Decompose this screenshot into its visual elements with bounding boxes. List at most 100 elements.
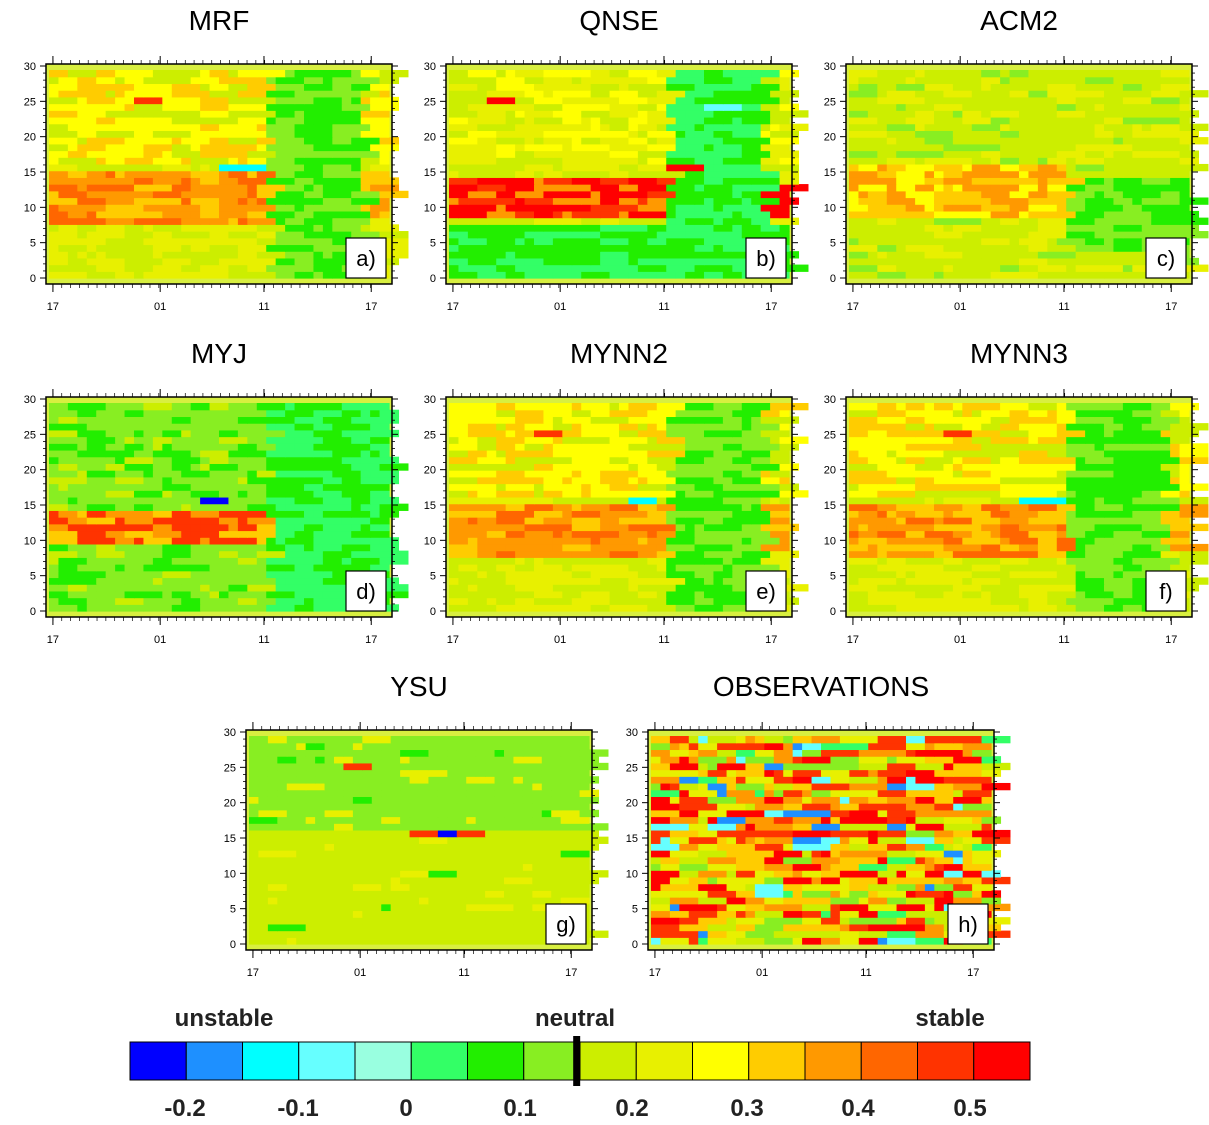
- heatmap-cell: [1000, 137, 1011, 145]
- heatmap-cell: [741, 523, 762, 532]
- heatmap-cell: [1104, 123, 1124, 131]
- heatmap-cell: [628, 190, 648, 199]
- heatmap-cell: [915, 550, 926, 558]
- heatmap-cell: [877, 83, 897, 91]
- heatmap-cell: [352, 742, 363, 751]
- heatmap-cell: [647, 96, 677, 105]
- heatmap-cell: [1075, 503, 1096, 511]
- heatmap-cell: [934, 231, 963, 239]
- heatmap-cell: [1075, 90, 1105, 98]
- heatmap-cell: [849, 143, 869, 152]
- heatmap-cell: [313, 409, 333, 418]
- heatmap-cell: [560, 890, 590, 898]
- heatmap-cell: [352, 796, 373, 804]
- heatmap-cell: [286, 863, 316, 871]
- heatmap-cell: [1104, 197, 1115, 205]
- heatmap-cell: [849, 604, 878, 612]
- heatmap-cell: [256, 137, 277, 145]
- heatmap-cell: [249, 776, 269, 784]
- heatmap-cell: [1000, 429, 1011, 438]
- heatmap-cell: [867, 517, 897, 525]
- heatmap-cell: [322, 423, 333, 431]
- heatmap-cell: [294, 170, 324, 178]
- heatmap-cell: [675, 96, 696, 105]
- heatmap-cell: [200, 496, 230, 505]
- heatmap-cell: [67, 157, 97, 165]
- heatmap-cell: [237, 409, 267, 418]
- heatmap-cell: [770, 217, 800, 225]
- heatmap-cell: [1132, 217, 1152, 225]
- heatmap-cell: [322, 550, 333, 558]
- heatmap-cell: [466, 883, 496, 891]
- heatmap-cell: [952, 110, 963, 118]
- heatmap-cell: [124, 517, 154, 525]
- heatmap-cell: [600, 517, 611, 525]
- heatmap-cell: [334, 923, 363, 932]
- heatmap-cell: [200, 476, 230, 485]
- heatmap-cell: [219, 204, 230, 212]
- heatmap-cell: [570, 736, 590, 744]
- heatmap-cell: [322, 157, 352, 165]
- heatmap-cell: [49, 170, 69, 178]
- heatmap-cell: [522, 749, 543, 757]
- heatmap-cell: [515, 264, 545, 272]
- y-tick-label: 0: [230, 939, 236, 951]
- heatmap-cell: [505, 184, 535, 192]
- heatmap-cell: [877, 530, 907, 538]
- heatmap-cell: [505, 177, 535, 185]
- heatmap-cell: [449, 210, 460, 219]
- heatmap-cell: [294, 443, 315, 451]
- heatmap-cell: [1028, 456, 1058, 464]
- heatmap-cell: [1141, 123, 1152, 131]
- heatmap-cell: [466, 903, 496, 912]
- heatmap-cell: [322, 463, 333, 471]
- heatmap-cell: [437, 742, 458, 751]
- heatmap-cell: [571, 177, 601, 185]
- heatmap-cell: [562, 237, 592, 246]
- heatmap-cell: [1037, 550, 1067, 558]
- heatmap-cell: [779, 110, 809, 118]
- heatmap-cell: [579, 789, 600, 797]
- heatmap-cell: [277, 863, 288, 871]
- heatmap-cell: [722, 157, 743, 165]
- heatmap-cell: [722, 564, 733, 572]
- heatmap-cell: [467, 584, 478, 592]
- heatmap-cell: [943, 143, 973, 152]
- heatmap-cell: [1037, 490, 1058, 498]
- heatmap-cell: [886, 170, 897, 178]
- heatmap-cell: [722, 217, 752, 225]
- heatmap-cell: [390, 843, 420, 851]
- heatmap-cell: [285, 503, 315, 511]
- heatmap-cell: [600, 177, 630, 185]
- heatmap-cell: [552, 584, 582, 592]
- heatmap-cell: [115, 271, 135, 279]
- heatmap-cell: [49, 463, 60, 471]
- heatmap-cell: [304, 476, 324, 485]
- heatmap-cell: [1132, 463, 1162, 471]
- heatmap-cell: [609, 110, 639, 118]
- heatmap-cell: [237, 523, 258, 532]
- heatmap-cell: [381, 816, 401, 824]
- heatmap-cell: [849, 163, 860, 172]
- heatmap-cell: [190, 423, 220, 431]
- heatmap-cell: [77, 110, 107, 118]
- heatmap-cell: [467, 537, 478, 545]
- heatmap-cell: [486, 231, 516, 239]
- heatmap-cell: [1047, 604, 1058, 612]
- heatmap-cell: [219, 517, 239, 525]
- heatmap-cell: [877, 237, 897, 246]
- heatmap-cell: [886, 184, 897, 192]
- heatmap-cell: [675, 530, 696, 538]
- heatmap-cell: [1113, 570, 1124, 579]
- heatmap-cell: [322, 190, 352, 199]
- heatmap-cell: [570, 756, 600, 764]
- heatmap-cell: [637, 416, 667, 424]
- heatmap-cell: [475, 836, 505, 844]
- heatmap-cell: [352, 803, 363, 811]
- heatmap-cell: [694, 204, 715, 212]
- heatmap-cell: [770, 449, 790, 458]
- heatmap-cell: [1066, 204, 1086, 212]
- heatmap-cell: [1085, 557, 1115, 565]
- heatmap-cell: [267, 803, 278, 811]
- heatmap-cell: [77, 429, 107, 438]
